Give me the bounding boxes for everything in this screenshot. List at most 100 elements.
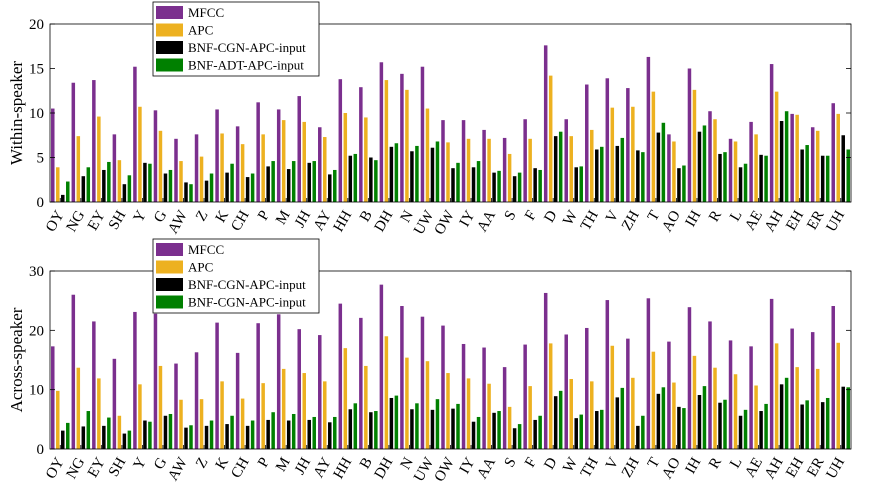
x-tick-label-ZH: ZH bbox=[619, 208, 643, 233]
bar-R-4 bbox=[723, 152, 727, 202]
bar-DH-2 bbox=[384, 336, 389, 449]
bar-S-4 bbox=[517, 172, 522, 202]
bar-AH-4 bbox=[784, 111, 789, 202]
bar-HH-3 bbox=[348, 409, 353, 449]
bar-T-3 bbox=[656, 132, 661, 202]
bar-AW-4 bbox=[189, 425, 193, 449]
bar-AE-3 bbox=[759, 154, 763, 202]
bar-AO-2 bbox=[672, 141, 676, 202]
bar-M-2 bbox=[281, 120, 286, 202]
x-tick-label-UW: UW bbox=[411, 454, 438, 484]
bar-P-4 bbox=[271, 412, 275, 449]
bar-R-4 bbox=[723, 399, 727, 449]
bar-JH-1 bbox=[297, 96, 301, 202]
bar-AY-3 bbox=[328, 422, 332, 449]
legend-label-1: MFCC bbox=[188, 5, 224, 20]
bar-L-1 bbox=[728, 340, 733, 449]
bar-OW-1 bbox=[441, 120, 445, 202]
bar-AA-1 bbox=[482, 347, 486, 449]
bar-ER-3 bbox=[820, 402, 825, 449]
x-tick-label-AO: AO bbox=[659, 208, 684, 235]
y-tick-label: 10 bbox=[29, 383, 44, 399]
bar-AH-2 bbox=[774, 91, 779, 202]
legend-label-4: BNF-CGN-APC-input bbox=[188, 295, 306, 310]
bar-M-2 bbox=[281, 368, 286, 449]
bar-ER-2 bbox=[815, 368, 820, 449]
x-tick-label-EH: EH bbox=[783, 208, 807, 233]
bar-AW-3 bbox=[184, 427, 188, 449]
bar-SH-3 bbox=[122, 184, 127, 202]
bar-F-3 bbox=[533, 168, 537, 202]
bar-ZH-2 bbox=[631, 377, 635, 449]
bar-TH-2 bbox=[590, 129, 594, 202]
bar-HH-2 bbox=[343, 348, 348, 449]
legend-label-3: BNF-CGN-APC-input bbox=[188, 40, 306, 55]
bar-B-2 bbox=[364, 365, 368, 449]
x-tick-label-M: M bbox=[273, 208, 294, 228]
bar-W-3 bbox=[574, 418, 578, 449]
bar-R-1 bbox=[708, 321, 712, 449]
bar-UH-3 bbox=[841, 386, 845, 449]
bar-OY-3 bbox=[61, 430, 65, 449]
bar-CH-2 bbox=[240, 398, 245, 449]
bar-TH-2 bbox=[590, 381, 594, 449]
bar-T-2 bbox=[651, 91, 656, 202]
bar-ER-4 bbox=[825, 397, 830, 449]
bar-NG-3 bbox=[81, 426, 86, 449]
bar-OY-4 bbox=[66, 181, 70, 202]
bar-ZH-4 bbox=[641, 152, 645, 202]
bar-TH-1 bbox=[585, 327, 589, 449]
bar-L-1 bbox=[728, 138, 733, 202]
bar-OY-3 bbox=[61, 194, 65, 202]
bar-D-2 bbox=[548, 343, 553, 449]
bar-NG-2 bbox=[76, 367, 81, 449]
x-tick-label-SH: SH bbox=[106, 455, 130, 480]
bar-K-2 bbox=[220, 381, 224, 449]
x-tick-label-S: S bbox=[502, 455, 520, 470]
x-tick-label-EY: EY bbox=[85, 455, 109, 480]
bar-AY-1 bbox=[318, 127, 322, 202]
bar-AY-4 bbox=[333, 169, 337, 202]
x-tick-label-B: B bbox=[357, 455, 376, 472]
x-tick-label-IY: IY bbox=[457, 455, 479, 477]
bar-D-1 bbox=[543, 45, 548, 202]
bar-OW-2 bbox=[446, 373, 450, 449]
legend-label-1: MFCC bbox=[188, 242, 224, 257]
bar-W-2 bbox=[569, 378, 573, 449]
bar-Z-2 bbox=[199, 399, 204, 449]
bar-W-3 bbox=[574, 167, 578, 202]
bar-AA-2 bbox=[487, 138, 491, 202]
bar-CH-2 bbox=[240, 144, 245, 202]
bar-ZH-1 bbox=[626, 338, 630, 449]
bar-OY-2 bbox=[56, 167, 60, 202]
bar-P-2 bbox=[261, 383, 265, 449]
bar-OW-3 bbox=[451, 168, 455, 202]
bar-F-3 bbox=[533, 419, 537, 449]
bar-AE-1 bbox=[749, 346, 753, 449]
bar-CH-4 bbox=[250, 173, 255, 202]
bar-CH-4 bbox=[250, 420, 255, 449]
bar-AE-4 bbox=[764, 403, 768, 449]
bar-G-2 bbox=[158, 365, 163, 449]
x-tick-label-M: M bbox=[273, 455, 294, 475]
bar-DH-3 bbox=[389, 146, 394, 202]
bar-IH-1 bbox=[687, 68, 692, 202]
bar-Y-2 bbox=[138, 106, 142, 202]
x-tick-label-S: S bbox=[502, 208, 520, 223]
legend-label-2: APC bbox=[188, 260, 213, 275]
bar-SH-1 bbox=[112, 358, 117, 449]
bar-AE-1 bbox=[749, 121, 753, 202]
bar-DH-2 bbox=[384, 80, 389, 202]
x-tick-label-L: L bbox=[727, 208, 745, 224]
bar-SH-2 bbox=[117, 160, 122, 202]
legend-label-3: BNF-CGN-APC-input bbox=[188, 277, 306, 292]
bar-IH-4 bbox=[702, 386, 707, 449]
bar-OW-3 bbox=[451, 408, 455, 449]
bar-AE-2 bbox=[754, 385, 758, 449]
bar-L-2 bbox=[733, 141, 738, 202]
series-1-bars bbox=[51, 284, 835, 449]
x-tick-label-AY: AY bbox=[311, 208, 335, 234]
bar-B-1 bbox=[359, 317, 363, 449]
x-tick-label-AO: AO bbox=[659, 455, 684, 482]
